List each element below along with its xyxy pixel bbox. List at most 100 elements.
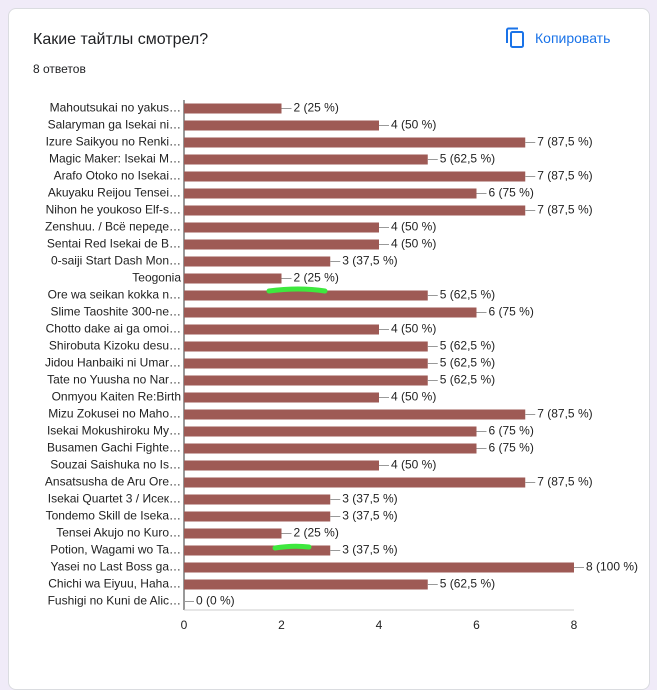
category-label: Chotto dake ai ga omoi… [46, 322, 181, 336]
bar [184, 222, 379, 233]
page: Какие тайтлы смотрел? 8 ответов Копирова… [8, 8, 650, 690]
value-label: 7 (87,5 %) [537, 407, 592, 421]
value-label: 4 (50 %) [391, 322, 436, 336]
value-label: 6 (75 %) [489, 305, 534, 319]
category-label: Busamen Gachi Fighte… [47, 441, 181, 455]
bar [184, 273, 282, 284]
bar [184, 188, 477, 199]
category-label: Arafo Otoko no Isekai… [54, 169, 181, 183]
category-label: Shirobuta Kizoku desu… [49, 339, 181, 353]
x-tick-label: 6 [473, 618, 480, 632]
category-label: Jidou Hanbaiki ni Umar… [45, 356, 181, 370]
bar [184, 137, 526, 148]
category-label: Izure Saikyou no Renki… [46, 135, 181, 149]
bar [184, 341, 428, 352]
value-label: 0 (0 %) [196, 594, 235, 608]
value-label: 4 (50 %) [391, 118, 436, 132]
bar [184, 307, 477, 318]
category-label: Mizu Zokusei no Maho… [48, 407, 181, 421]
value-label: 5 (62,5 %) [440, 339, 495, 353]
category-label: Chichi wa Eiyuu, Haha… [48, 577, 181, 591]
value-label: 5 (62,5 %) [440, 288, 495, 302]
category-label: Onmyou Kaiten Re:Birth [52, 390, 181, 404]
category-label: Potion, Wagami wo Ta… [50, 543, 181, 557]
category-label: Tensei Akujo no Kuro… [56, 526, 181, 540]
value-label: 4 (50 %) [391, 237, 436, 251]
bar [184, 511, 331, 522]
bar [184, 324, 379, 335]
bar [184, 562, 574, 573]
value-label: 2 (25 %) [294, 101, 339, 115]
value-label: 3 (37,5 %) [342, 492, 397, 506]
category-label: Nihon he youkoso Elf-s… [46, 203, 181, 217]
category-label: Souzai Saishuka no Is… [50, 458, 181, 472]
value-label: 3 (37,5 %) [342, 543, 397, 557]
value-label: 4 (50 %) [391, 458, 436, 472]
bar [184, 103, 282, 114]
bar [184, 205, 526, 216]
category-label: Slime Taoshite 300-ne… [50, 305, 181, 319]
value-label: 5 (62,5 %) [440, 373, 495, 387]
value-label: 3 (37,5 %) [342, 509, 397, 523]
value-label: 2 (25 %) [294, 271, 339, 285]
category-label: Tondemo Skill de Iseka… [46, 509, 181, 523]
category-label: Zenshuu. / Всё переде… [45, 220, 181, 234]
bar [184, 443, 477, 454]
copy-button[interactable]: Копировать [505, 27, 610, 49]
copy-icon [506, 27, 524, 48]
value-label: 6 (75 %) [489, 441, 534, 455]
question-title: Какие тайтлы смотрел? [33, 31, 209, 48]
bar [184, 409, 526, 420]
highlight-stroke [272, 543, 312, 551]
category-label: Tate no Yuusha no Nar… [47, 373, 181, 387]
value-label: 2 (25 %) [294, 526, 339, 540]
value-label: 7 (87,5 %) [537, 475, 592, 489]
x-tick-label: 2 [278, 618, 285, 632]
value-label: 6 (75 %) [489, 186, 534, 200]
category-label: Isekai Mokushiroku My… [47, 424, 181, 438]
value-label: 4 (50 %) [391, 220, 436, 234]
copy-label[interactable]: Копировать [535, 30, 611, 46]
bar [184, 120, 379, 131]
category-label: Ore wa seikan kokka n… [48, 288, 181, 302]
x-tick-label: 0 [181, 618, 188, 632]
category-label: Isekai Quartet 3 / Исек… [48, 492, 181, 506]
category-label: Sentai Red Isekai de B… [47, 237, 181, 251]
bar [184, 426, 477, 437]
bar [184, 494, 331, 505]
category-label: Salaryman ga Isekai ni… [48, 118, 181, 132]
bar [184, 477, 526, 488]
value-label: 5 (62,5 %) [440, 356, 495, 370]
chart: 0 2 4 6 8 Mahoutsukai no yakus… 2 (25 %) Salary… [45, 100, 638, 632]
bar [184, 239, 379, 250]
category-label: Mahoutsukai no yakus… [50, 101, 181, 115]
bar [184, 375, 428, 386]
response-count: 8 ответов [33, 62, 86, 76]
category-label: Magic Maker: Isekai M… [49, 152, 181, 166]
category-label: Teogonia [132, 271, 181, 285]
category-label: Akuyaku Reijou Tensei… [48, 186, 181, 200]
value-label: 5 (62,5 %) [440, 577, 495, 591]
value-label: 5 (62,5 %) [440, 152, 495, 166]
bar [184, 460, 379, 471]
highlight-stroke [266, 286, 328, 294]
value-label: 6 (75 %) [489, 424, 534, 438]
category-label: Ansatsusha de Aru Ore… [45, 475, 181, 489]
value-label: 7 (87,5 %) [537, 169, 592, 183]
card: Какие тайтлы смотрел? 8 ответов Копирова… [8, 8, 650, 690]
x-tick-label: 4 [376, 618, 383, 632]
bar [184, 358, 428, 369]
bar [184, 171, 526, 182]
bar [184, 290, 428, 301]
bar [184, 579, 428, 590]
value-label: 3 (37,5 %) [342, 254, 397, 268]
bar [184, 154, 428, 165]
category-label: 0-saiji Start Dash Mon… [51, 254, 181, 268]
bar [184, 256, 331, 267]
bar [184, 545, 331, 556]
bar [184, 392, 379, 403]
x-tick-label: 8 [571, 618, 578, 632]
value-label: 4 (50 %) [391, 390, 436, 404]
category-label: Yasei no Last Boss ga… [50, 560, 181, 574]
value-label: 7 (87,5 %) [537, 135, 592, 149]
